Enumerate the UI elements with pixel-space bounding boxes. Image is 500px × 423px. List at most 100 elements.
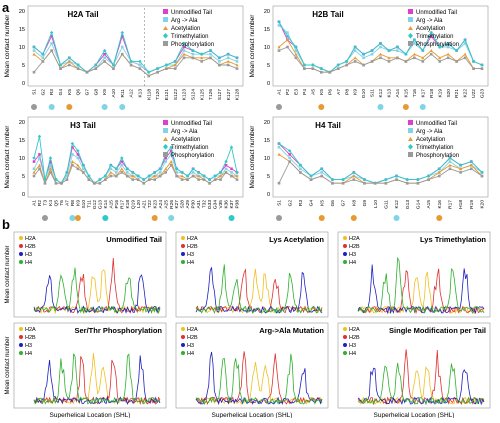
x-tick-label: A7 — [65, 200, 71, 206]
data-point — [38, 153, 41, 156]
legend-swatch — [163, 26, 168, 30]
legend-swatch — [181, 327, 185, 331]
data-point — [463, 52, 467, 56]
data-point — [353, 56, 357, 60]
chart-title: H3 Tail — [70, 121, 96, 130]
chart-legend: Unmodified Tail Arg -> Ala Acetylation Trim… — [163, 120, 214, 159]
data-point — [446, 52, 450, 56]
legend-swatch — [343, 351, 347, 355]
data-point — [32, 70, 36, 74]
data-point — [180, 174, 184, 178]
chart-legend: Unmodified Tail Arg -> Ala Acetylation Trim… — [408, 9, 459, 48]
data-point — [76, 63, 80, 67]
x-tick-label: K23 — [152, 200, 158, 209]
legend-swatch — [343, 327, 347, 331]
data-point — [94, 63, 98, 67]
data-point — [209, 52, 212, 56]
data-point — [209, 56, 212, 60]
data-point — [455, 60, 458, 63]
legend-swatch — [19, 327, 23, 331]
data-point — [173, 67, 177, 70]
legend-label: H4 — [25, 351, 32, 357]
data-point — [463, 38, 467, 42]
data-point — [147, 74, 151, 78]
data-point — [429, 30, 433, 35]
data-point — [70, 141, 75, 146]
data-point — [182, 45, 186, 49]
data-point — [82, 171, 85, 174]
x-tick-label: R17 — [119, 200, 125, 209]
x-tick-label: K16 — [437, 200, 443, 209]
panel-b-charts: Unmodified Tail Mean contact number H2A H2B… — [5, 231, 491, 419]
data-point — [199, 52, 204, 56]
x-tick-label: K22 — [463, 89, 469, 98]
panel-label-b: b — [2, 217, 10, 232]
x-tick-label: K13 — [138, 89, 144, 98]
legend-swatch — [19, 351, 23, 355]
data-point — [224, 167, 228, 171]
data-point — [164, 63, 169, 67]
x-tick-label: K37 — [229, 200, 235, 209]
data-point — [469, 163, 473, 167]
chart-h2b-tail: H2B Tail Mean contact number 0 5 10 15 20 A1 P2 E… — [249, 5, 489, 110]
data-point — [87, 178, 91, 181]
x-tick-label: K20 — [480, 200, 486, 209]
x-tick-label: A7 — [336, 89, 342, 95]
legend-label: Trimethylation — [171, 145, 208, 151]
data-point — [330, 177, 335, 182]
data-point — [103, 174, 108, 178]
data-point — [353, 45, 357, 49]
data-point — [320, 174, 324, 178]
residue-marker — [318, 104, 325, 110]
y-axis-label: Mean contact number — [5, 245, 11, 303]
x-tick-label: A5 — [310, 89, 316, 95]
data-point — [131, 170, 135, 175]
y-tick-label: 5 — [267, 174, 270, 180]
x-tick-label: G14 — [415, 200, 421, 209]
shl-chart-1: Unmodified Tail Mean contact number H2A H2B… — [5, 231, 167, 318]
legend-label: Arg -> Ala — [171, 129, 198, 135]
x-tick-label: P2 — [285, 89, 291, 95]
plot-frame — [27, 5, 244, 87]
shl-chart-4: Ser/Thr Phosphorylation Mean contact numb… — [5, 322, 167, 419]
legend-swatch — [408, 17, 413, 22]
data-point — [285, 38, 290, 42]
legend-label: H3 — [187, 252, 194, 258]
x-tick-label: K5 — [319, 200, 325, 206]
x-tick-label: G2 — [40, 89, 46, 96]
data-point — [85, 70, 89, 74]
data-point — [208, 48, 213, 53]
legend-label: H3 — [25, 343, 32, 349]
shl-series-h3 — [357, 367, 485, 406]
x-tick-label: K15 — [403, 89, 409, 98]
x-tick-label: R8 — [70, 200, 76, 206]
x-tick-label: A10 — [111, 89, 117, 98]
x-tick-label: L10 — [373, 200, 379, 208]
data-point — [463, 56, 467, 60]
data-point — [395, 178, 398, 181]
shl-series-h2a — [195, 362, 323, 405]
data-point — [387, 48, 391, 53]
data-point — [136, 174, 140, 178]
data-point — [277, 24, 281, 27]
legend-swatch — [163, 33, 168, 39]
x-tick-label: S28 — [180, 200, 186, 209]
y-tick-label: 20 — [19, 120, 25, 126]
data-point — [76, 167, 80, 171]
x-tick-label: R11 — [120, 89, 126, 98]
data-point — [67, 56, 72, 60]
legend-label: H2A — [349, 236, 360, 242]
data-point — [404, 52, 408, 56]
data-point — [98, 177, 102, 182]
data-point — [87, 174, 91, 178]
data-point — [59, 67, 62, 70]
data-point — [362, 56, 365, 60]
data-point — [109, 174, 113, 178]
x-axis-label: Superhelical Location (SHL) — [212, 412, 293, 418]
x-axis-label: Superhelical Location (SHL) — [374, 412, 455, 418]
data-point — [396, 56, 399, 60]
x-tick-label: S10 — [81, 200, 87, 209]
residue-marker — [66, 104, 73, 110]
data-point — [235, 60, 239, 63]
